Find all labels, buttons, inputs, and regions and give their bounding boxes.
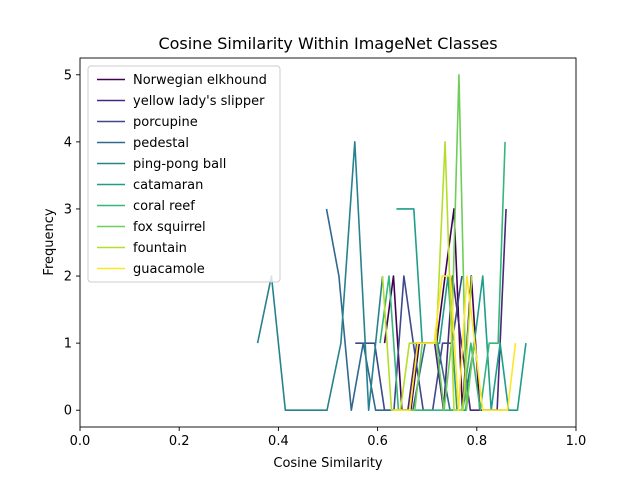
y-tick-label: 4 <box>64 135 72 150</box>
series-line-4 <box>256 141 384 412</box>
legend-label: Norwegian elkhound <box>133 73 267 88</box>
series-line-9 <box>393 275 517 412</box>
y-tick-label: 2 <box>64 270 72 285</box>
y-tick-label: 5 <box>64 68 72 83</box>
legend-label: fountain <box>133 241 187 256</box>
series-layer <box>256 73 527 412</box>
y-axis-label: Frequency <box>42 208 57 275</box>
plot-frame <box>79 57 577 428</box>
legend-label: ping-pong ball <box>133 157 226 172</box>
y-tick-label: 0 <box>64 404 72 419</box>
x-axis: 0.0 0.2 0.4 0.6 0.8 1.0 <box>70 427 587 449</box>
legend-label: fox squirrel <box>133 220 206 235</box>
legend-label: coral reef <box>133 199 195 214</box>
legend: Norwegian elkhound yellow lady's slipper p… <box>87 65 281 283</box>
legend-label: yellow lady's slipper <box>133 94 265 109</box>
x-axis-label: Cosine Similarity <box>273 456 383 471</box>
y-axis: 0 1 2 3 4 5 <box>64 68 80 419</box>
series-line-2 <box>355 275 463 412</box>
x-tick-label: 0.8 <box>466 434 487 449</box>
x-tick-label: 0.2 <box>169 434 190 449</box>
legend-label: catamaran <box>133 178 203 193</box>
x-tick-label: 0.6 <box>367 434 388 449</box>
legend-label: pedestal <box>133 136 189 151</box>
x-tick-label: 1.0 <box>566 434 587 449</box>
legend-box <box>87 65 281 283</box>
legend-label: guacamole <box>133 262 205 277</box>
x-tick-label: 0.4 <box>268 434 289 449</box>
chart-title: Cosine Similarity Within ImageNet Classe… <box>158 34 497 53</box>
x-tick-label: 0.0 <box>70 434 91 449</box>
y-tick-label: 3 <box>64 202 72 217</box>
y-tick-label: 1 <box>64 337 72 352</box>
legend-label: porcupine <box>133 115 198 130</box>
